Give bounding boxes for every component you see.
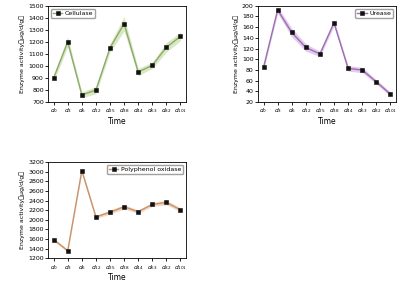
Legend: Polyphenol oxidase: Polyphenol oxidase — [107, 165, 183, 174]
Y-axis label: Enzyme activity（μg/d/g）: Enzyme activity（μg/d/g） — [20, 171, 25, 249]
X-axis label: Time: Time — [108, 117, 126, 126]
Y-axis label: Enzyme activity（μg/d/g）: Enzyme activity（μg/d/g） — [20, 15, 26, 93]
Y-axis label: Enzyme activity（μg/d/g）: Enzyme activity（μg/d/g） — [234, 15, 239, 93]
X-axis label: Time: Time — [108, 273, 126, 282]
X-axis label: Time: Time — [318, 117, 336, 126]
Legend: Cellulase: Cellulase — [51, 9, 95, 18]
Legend: Urease: Urease — [355, 9, 393, 18]
